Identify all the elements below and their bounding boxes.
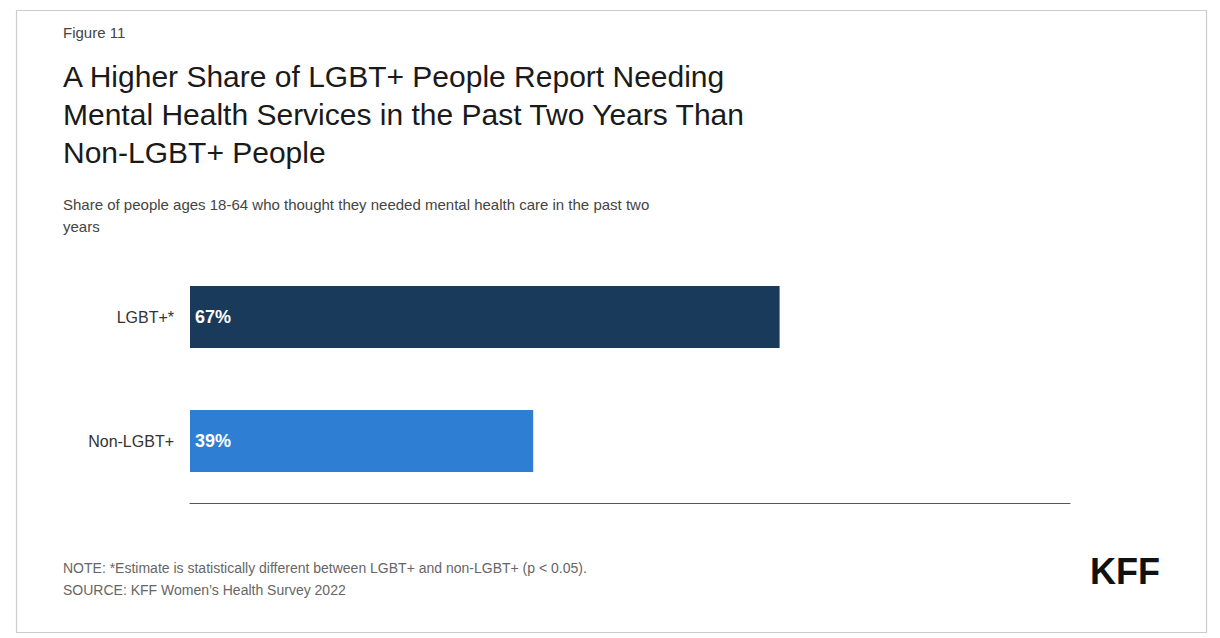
svg-text:Figure 11: Figure 11: [63, 24, 125, 41]
svg-text:A Higher Share of LGBT+ People: A Higher Share of LGBT+ People Report Ne…: [63, 60, 724, 93]
svg-text:LGBT+*: LGBT+*: [117, 309, 174, 326]
svg-text:NOTE: *Estimate is statistical: NOTE: *Estimate is statistically differe…: [63, 560, 587, 576]
svg-text:67%: 67%: [195, 307, 231, 327]
svg-text:KFF: KFF: [1090, 551, 1160, 592]
svg-text:Non-LGBT+ People: Non-LGBT+ People: [63, 136, 326, 169]
svg-text:39%: 39%: [195, 431, 231, 451]
svg-text:SOURCE: KFF Women’s Health Sur: SOURCE: KFF Women’s Health Survey 2022: [63, 582, 346, 598]
svg-text:Non-LGBT+: Non-LGBT+: [88, 433, 174, 450]
svg-text:years: years: [63, 218, 100, 235]
svg-text:Share of people ages 18-64 who: Share of people ages 18-64 who thought t…: [63, 196, 649, 213]
svg-text:Mental Health Services in the: Mental Health Services in the Past Two Y…: [63, 98, 744, 131]
